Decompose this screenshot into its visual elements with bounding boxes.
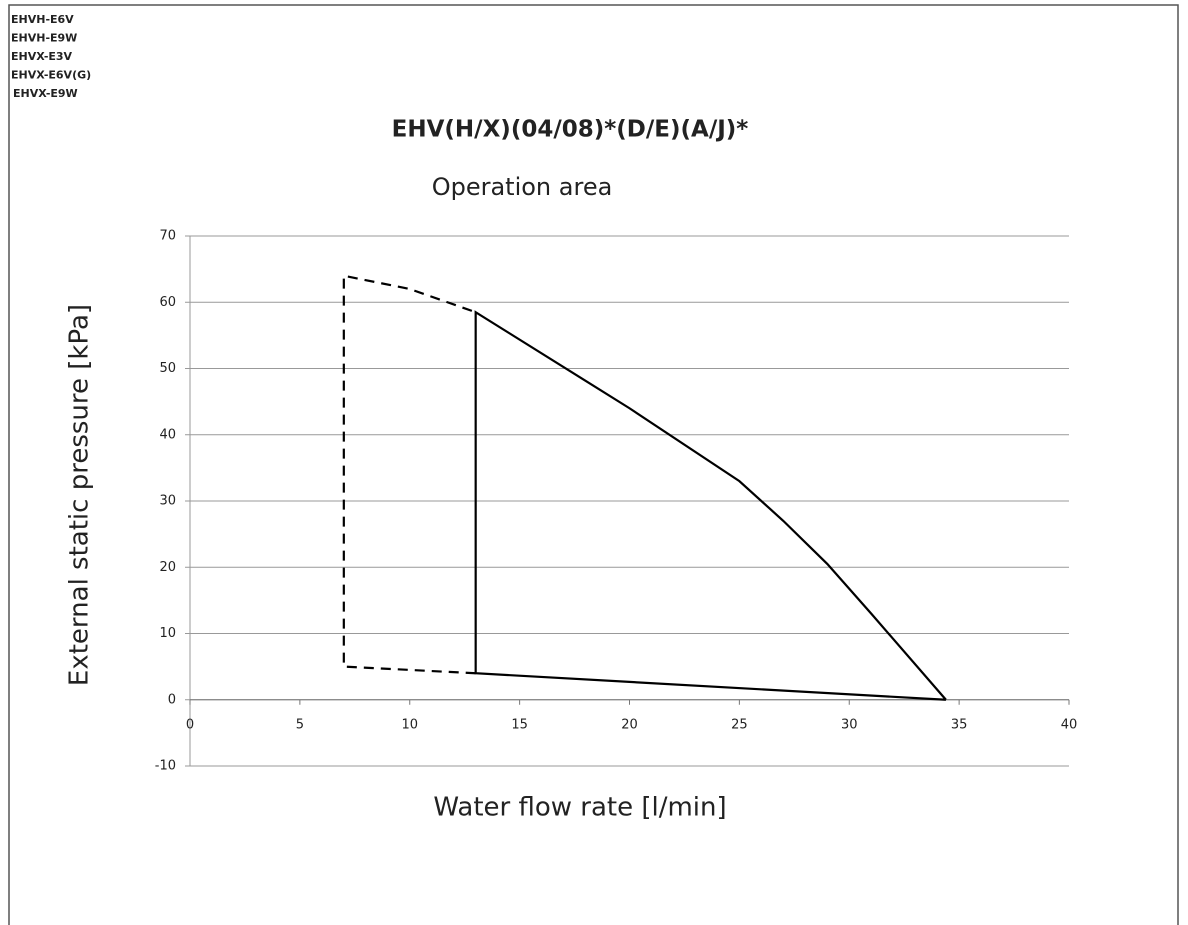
x-tick-label: 30 <box>841 717 858 732</box>
solid-boundary <box>474 310 947 701</box>
chart-title: EHV(H/X)(04/08)*(D/E)(A/J)* <box>392 117 749 143</box>
x-tick-label: 35 <box>951 717 968 732</box>
y-tick-label: -10 <box>155 759 176 774</box>
x-tick-label: 5 <box>296 717 304 732</box>
y-tick-label: 70 <box>159 229 176 244</box>
y-tick-label: 40 <box>159 427 176 442</box>
dashed-boundary <box>342 274 477 675</box>
y-tick-label: 50 <box>159 361 176 376</box>
x-tick-label: 20 <box>621 717 638 732</box>
chart-subtitle: Operation area <box>432 173 613 201</box>
y-tick-label: 10 <box>159 626 176 641</box>
model-label: EHVX-E3V <box>11 50 73 63</box>
y-tick-label: 30 <box>159 494 176 509</box>
y-tick-label: 60 <box>159 295 176 310</box>
x-tick-label: 40 <box>1061 717 1078 732</box>
y-tick-label: 20 <box>159 560 176 575</box>
model-label: EHVX-E9W <box>13 87 78 100</box>
x-tick-label: 10 <box>401 717 418 732</box>
y-tick-label: 0 <box>168 692 176 707</box>
model-label: EHVX-E6V(G) <box>11 69 91 82</box>
x-axis-label: Water flow rate [l/min] <box>433 793 726 823</box>
model-label: EHVH-E6V <box>11 13 74 26</box>
x-tick-label: 0 <box>186 717 194 732</box>
model-label: EHVH-E9W <box>11 32 77 45</box>
y-axis-label: External static pressure [kPa] <box>65 304 95 686</box>
frame <box>8 4 1179 925</box>
x-tick-label: 25 <box>731 717 748 732</box>
x-tick-label: 15 <box>511 717 528 732</box>
